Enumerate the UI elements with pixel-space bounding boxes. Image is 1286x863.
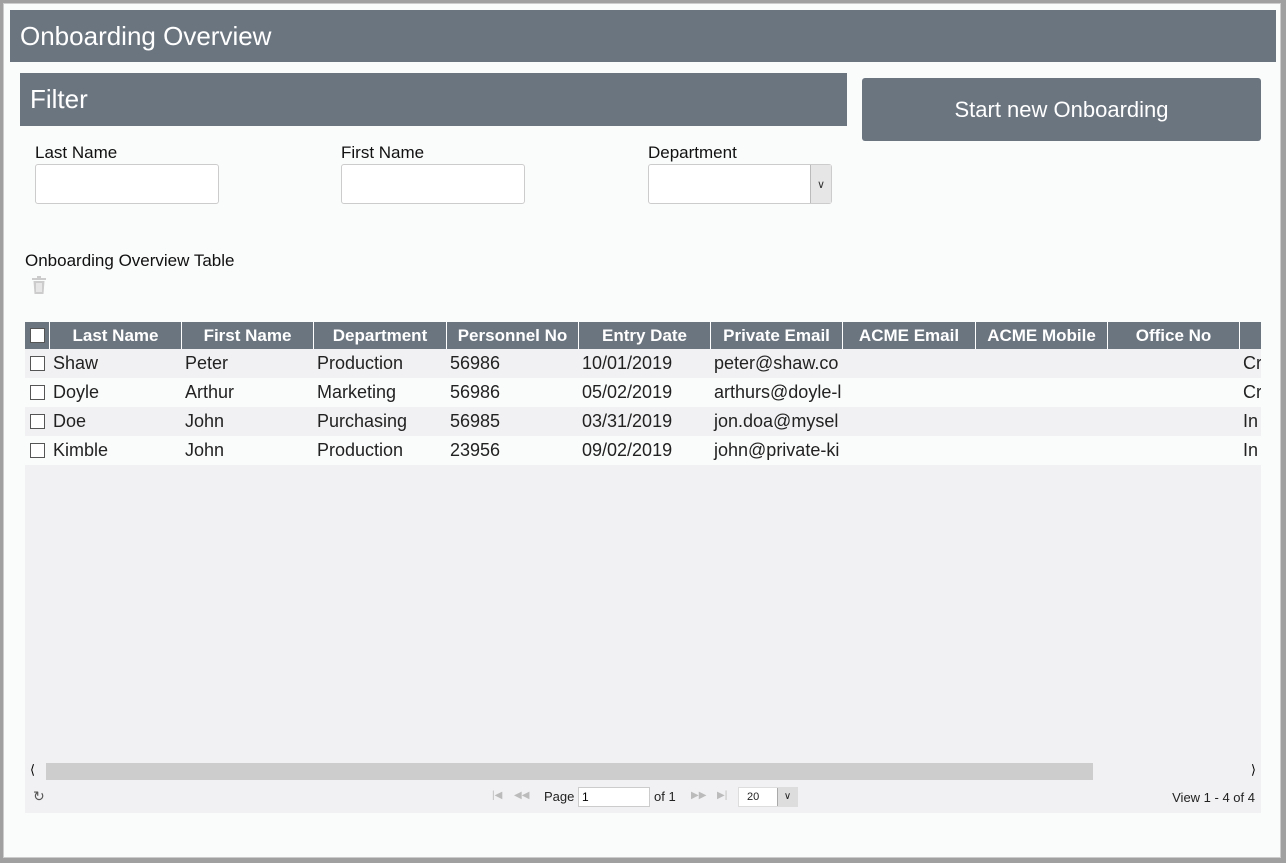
first-name-input[interactable] — [341, 164, 525, 204]
table-cell: Peter — [185, 353, 229, 373]
scroll-right-icon[interactable]: ⟩ — [1250, 762, 1256, 777]
table-cell: In — [1243, 411, 1259, 431]
table-cell: Doyle — [53, 382, 100, 402]
grid-header: Last Name First Name Department Personnel N… — [25, 322, 1261, 349]
column-header[interactable]: ACME Email — [843, 322, 976, 349]
last-page-icon[interactable]: ▶| — [717, 790, 728, 801]
table-row[interactable]: Doyle Arthur Marketing 56986 05/02/2019 arthu… — [25, 378, 1261, 407]
table-cell: Doe — [53, 411, 87, 431]
scroll-left-icon[interactable]: ⟨ — [30, 762, 36, 777]
scrollbar-thumb[interactable] — [46, 763, 1093, 780]
page-size-value: 20 — [747, 791, 760, 803]
row-checkbox[interactable] — [25, 443, 50, 458]
table-cell: 09/02/2019 — [582, 440, 673, 460]
table-cell: 56986 — [450, 382, 501, 402]
table-cell: 05/02/2019 — [582, 382, 673, 402]
table-cell: 56985 — [450, 411, 501, 431]
next-page-icon[interactable]: ▶▶ — [691, 790, 707, 801]
onboarding-grid: Last Name First Name Department Personnel N… — [25, 322, 1261, 813]
page-count: of 1 — [654, 789, 676, 804]
page-size-select[interactable]: 20 ∨ — [738, 787, 798, 807]
column-header[interactable]: Personnel No — [447, 322, 579, 349]
filter-header: Filter — [20, 73, 847, 126]
table-cell: John — [185, 411, 225, 431]
row-checkbox[interactable] — [25, 414, 50, 429]
table-cell: Purchasing — [317, 411, 408, 431]
page-title: Onboarding Overview — [10, 10, 1276, 62]
row-checkbox[interactable] — [25, 385, 50, 400]
last-name-input[interactable] — [35, 164, 219, 204]
table-row[interactable]: Shaw Peter Production 56986 10/01/2019 peter@… — [25, 349, 1261, 378]
column-header[interactable]: First Name — [182, 322, 314, 349]
table-cell: Production — [317, 440, 404, 460]
pager: ↻ |◀ ◀◀ Page of 1 ▶▶ ▶| 20 ∨ View 1 - 4 o… — [25, 784, 1261, 813]
table-cell: Shaw — [53, 353, 99, 373]
refresh-icon[interactable]: ↻ — [33, 788, 45, 804]
table-cell: arthurs@doyle-l — [714, 382, 842, 402]
page-input[interactable] — [578, 787, 650, 807]
start-onboarding-button[interactable]: Start new Onboarding — [862, 78, 1261, 141]
last-name-label: Last Name — [35, 143, 118, 162]
column-header[interactable]: C — [1240, 322, 1261, 349]
table-cell: John — [185, 440, 225, 460]
horizontal-scrollbar[interactable]: ⟨ ⟩ — [25, 762, 1261, 780]
table-cell: 10/01/2019 — [582, 353, 673, 373]
select-all-checkbox[interactable] — [25, 322, 50, 349]
table-cell: Arthur — [185, 382, 235, 402]
table-row[interactable]: Doe John Purchasing 56985 03/31/2019 jon.doa@… — [25, 407, 1261, 436]
column-header[interactable]: Entry Date — [579, 322, 711, 349]
table-cell: john@private-ki — [714, 440, 840, 460]
column-header[interactable]: ACME Mobile — [976, 322, 1108, 349]
table-cell: 03/31/2019 — [582, 411, 673, 431]
view-records-text: View 1 - 4 of 4 — [1172, 790, 1255, 805]
prev-page-icon[interactable]: ◀◀ — [514, 790, 530, 801]
column-header[interactable]: Private Email — [711, 322, 843, 349]
column-header[interactable]: Last Name — [50, 322, 182, 349]
table-cell: peter@shaw.co — [714, 353, 839, 373]
row-checkbox[interactable] — [25, 356, 50, 371]
table-cell: Marketing — [317, 382, 397, 402]
table-cell: jon.doa@mysel — [714, 411, 839, 431]
page-label: Page — [544, 789, 575, 804]
table-cell: 23956 — [450, 440, 501, 460]
chevron-down-icon[interactable]: ∨ — [810, 165, 831, 203]
table-cell: Kimble — [53, 440, 109, 460]
trash-icon[interactable] — [31, 276, 47, 294]
table-cell: 56986 — [450, 353, 501, 373]
department-label: Department — [648, 143, 737, 162]
table-cell: Cr — [1243, 382, 1261, 402]
chevron-down-icon[interactable]: ∨ — [777, 788, 797, 806]
table-title: Onboarding Overview Table — [25, 251, 235, 270]
column-header[interactable]: Office No — [1108, 322, 1240, 349]
table-cell: Cr — [1243, 353, 1261, 373]
first-page-icon[interactable]: |◀ — [492, 790, 503, 801]
column-header[interactable]: Department — [314, 322, 447, 349]
table-row[interactable]: Kimble John Production 23956 09/02/2019 john@… — [25, 436, 1261, 465]
table-cell: Production — [317, 353, 404, 373]
department-select[interactable]: ∨ — [648, 164, 832, 204]
table-cell: In — [1243, 440, 1259, 460]
first-name-label: First Name — [341, 143, 425, 162]
